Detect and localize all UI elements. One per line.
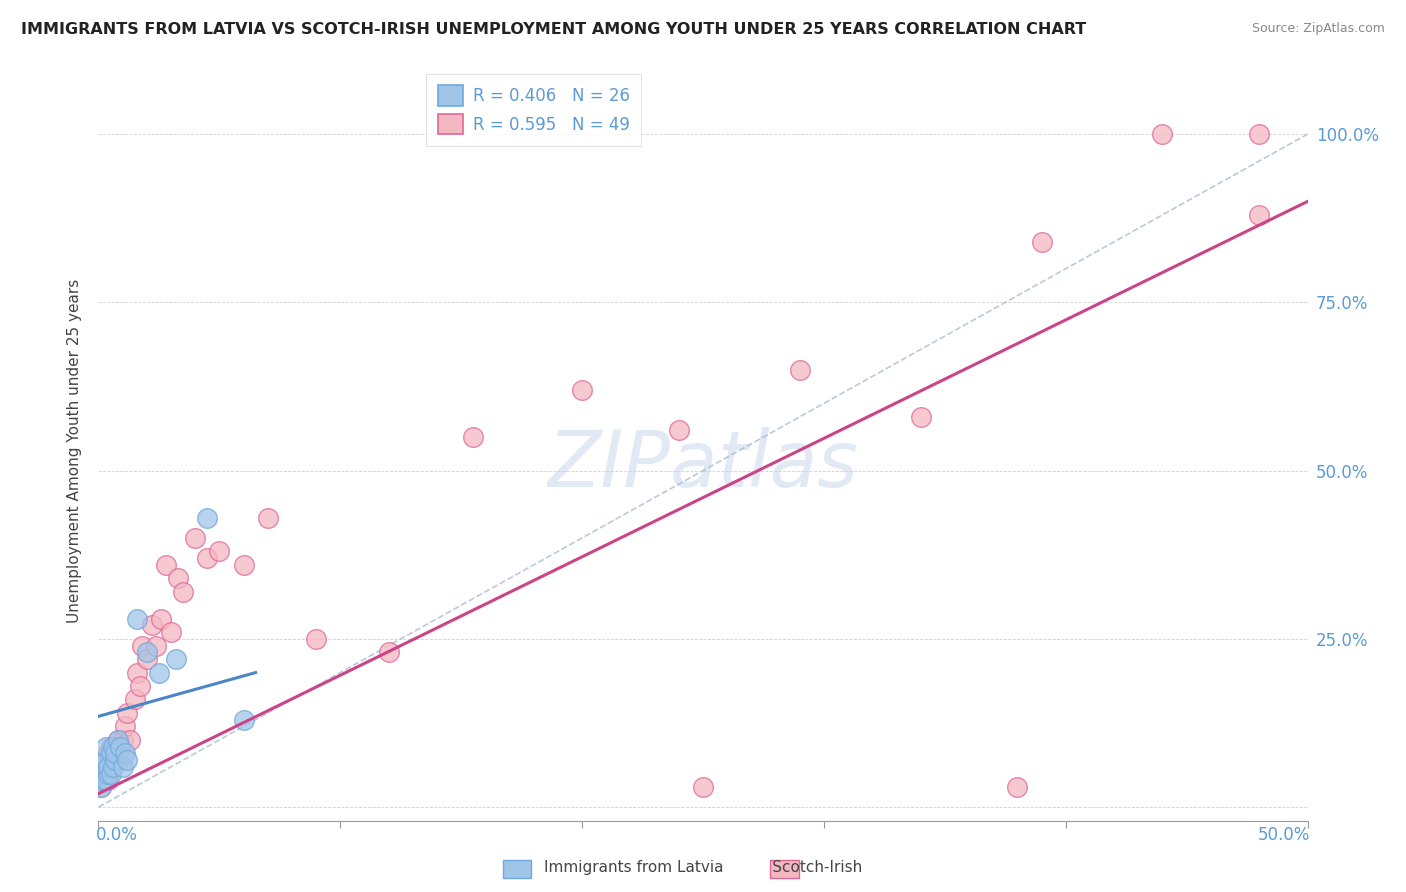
Point	[668, 423, 690, 437]
Point	[94, 753, 117, 767]
Point	[104, 747, 127, 761]
Point	[97, 773, 120, 788]
Point	[91, 766, 114, 780]
Point	[127, 665, 149, 680]
Point	[692, 780, 714, 794]
Point	[131, 639, 153, 653]
Point	[167, 571, 190, 585]
Point	[97, 747, 120, 761]
Text: 50.0%: 50.0%	[1257, 826, 1310, 844]
Point	[232, 713, 254, 727]
Point	[107, 732, 129, 747]
Point	[101, 739, 124, 754]
Point	[135, 652, 157, 666]
Point	[910, 409, 932, 424]
Point	[127, 612, 149, 626]
Legend: R = 0.406   N = 26, R = 0.595   N = 49: R = 0.406 N = 26, R = 0.595 N = 49	[426, 74, 641, 146]
Point	[104, 747, 127, 761]
Point	[111, 760, 134, 774]
Point	[195, 510, 218, 524]
Point	[100, 766, 122, 780]
Point	[256, 510, 278, 524]
Point	[1249, 127, 1271, 141]
Point	[91, 773, 114, 788]
Text: Immigrants from Latvia          Scotch-Irish: Immigrants from Latvia Scotch-Irish	[544, 860, 862, 874]
Text: Source: ZipAtlas.com: Source: ZipAtlas.com	[1251, 22, 1385, 36]
Point	[94, 766, 117, 780]
Point	[165, 652, 187, 666]
Point	[463, 430, 485, 444]
Point	[97, 766, 120, 780]
Point	[108, 739, 131, 754]
Point	[172, 584, 194, 599]
Point	[184, 531, 207, 545]
Point	[118, 732, 141, 747]
Point	[90, 780, 112, 794]
Point	[100, 747, 122, 761]
Point	[148, 665, 170, 680]
Point	[1031, 235, 1053, 249]
Point	[101, 760, 124, 774]
Point	[571, 383, 593, 397]
Point	[100, 760, 122, 774]
Point	[232, 558, 254, 572]
Y-axis label: Unemployment Among Youth under 25 years: Unemployment Among Youth under 25 years	[67, 278, 83, 623]
Point	[128, 679, 150, 693]
Point	[124, 692, 146, 706]
Point	[100, 739, 122, 754]
Point	[160, 625, 183, 640]
Point	[208, 544, 231, 558]
Point	[114, 719, 136, 733]
Point	[1249, 208, 1271, 222]
Point	[91, 760, 114, 774]
Text: 0.0%: 0.0%	[96, 826, 138, 844]
Point	[94, 739, 117, 754]
Point	[141, 618, 163, 632]
Point	[135, 645, 157, 659]
Point	[101, 753, 124, 767]
Point	[1007, 780, 1029, 794]
Point	[91, 773, 114, 788]
Point	[789, 362, 811, 376]
Point	[117, 753, 139, 767]
Point	[90, 780, 112, 794]
Text: IMMIGRANTS FROM LATVIA VS SCOTCH-IRISH UNEMPLOYMENT AMONG YOUTH UNDER 25 YEARS C: IMMIGRANTS FROM LATVIA VS SCOTCH-IRISH U…	[21, 22, 1087, 37]
Point	[114, 747, 136, 761]
Text: ZIPatlas: ZIPatlas	[547, 427, 859, 503]
Point	[1152, 127, 1174, 141]
Point	[377, 645, 399, 659]
Point	[107, 753, 129, 767]
Point	[150, 612, 173, 626]
Point	[145, 639, 167, 653]
Point	[117, 706, 139, 720]
Point	[104, 753, 127, 767]
Point	[90, 766, 112, 780]
Point	[107, 732, 129, 747]
Point	[108, 739, 131, 754]
Point	[94, 753, 117, 767]
Point	[90, 760, 112, 774]
Point	[111, 732, 134, 747]
Point	[195, 551, 218, 566]
Point	[155, 558, 177, 572]
Point	[305, 632, 328, 646]
Point	[94, 773, 117, 788]
Point	[97, 760, 120, 774]
